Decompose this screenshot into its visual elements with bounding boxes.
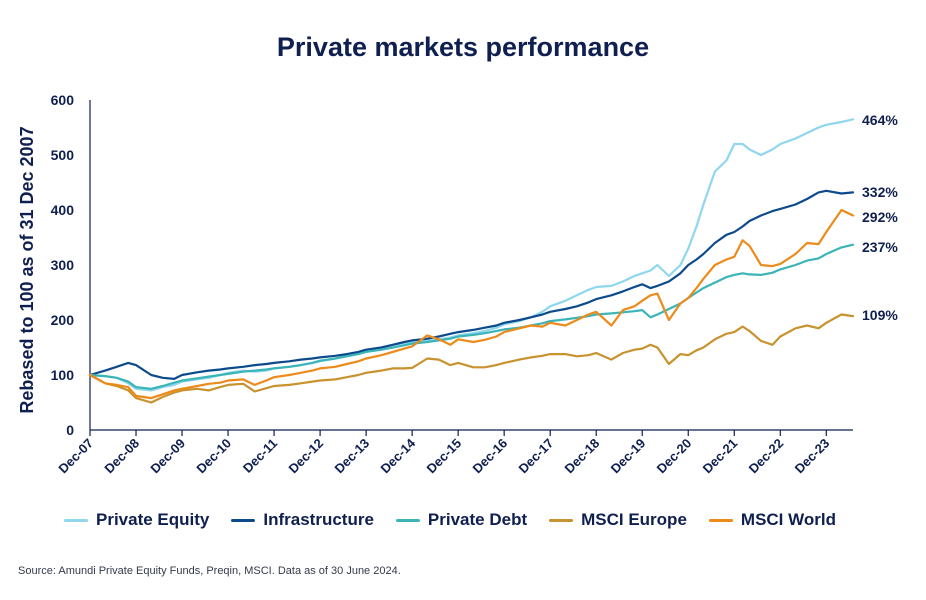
legend-label: Infrastructure [263,510,374,529]
y-axis-ticks: 0 100 200 300 400 500 600 [51,92,853,438]
series-line-msci-europe [88,313,855,404]
end-label-msci-europe: 109% [862,307,898,323]
x-tick-label: Dec-13 [331,436,372,477]
legend-item-private-equity: Private Equity [64,510,209,530]
legend-item-msci-europe: MSCI Europe [549,510,687,530]
legend-item-infrastructure: Infrastructure [231,510,374,530]
legend-swatch [64,518,88,522]
x-axis-ticks: Dec-07 Dec-08 Dec-09 Dec-10 Dec-11 Dec-12 Dec-… [55,430,832,476]
legend-label: Private Debt [427,510,528,529]
legend-swatch [395,518,420,522]
x-tick-label: Dec-15 [424,436,465,477]
x-tick-label: Dec-10 [193,436,234,477]
x-tick-label: Dec-11 [240,436,280,476]
y-tick-label: 500 [51,147,75,163]
y-tick-label: 400 [51,202,75,218]
x-tick-label: Dec-12 [285,436,326,477]
y-tick-label: 0 [66,422,74,438]
y-tick-label: 200 [51,312,75,328]
x-tick-label: Dec-20 [654,436,695,477]
x-tick-label: Dec-14 [377,435,418,476]
legend-label: MSCI World [740,510,836,529]
y-tick-label: 100 [51,367,75,383]
legend-item-msci-world: MSCI World [708,510,836,530]
x-tick-label: Dec-18 [562,436,603,477]
x-tick-label: Dec-08 [101,436,142,477]
legend-item-private-debt: Private Debt [395,510,528,530]
legend-swatch [231,518,256,522]
series-line-infrastructure [88,189,855,380]
end-label-infrastructure: 332% [862,184,898,200]
series-line-private-debt [88,243,855,390]
x-tick-label: Dec-17 [516,436,557,477]
x-tick-label: Dec-23 [792,436,833,477]
end-label-msci-world: 292% [862,209,898,225]
series-line-msci-world [88,208,855,400]
y-tick-label: 300 [51,257,75,273]
legend: Private Equity Infrastructure Private Debt… [64,510,836,530]
x-tick-label: Dec-09 [147,436,188,477]
legend-label: Private Equity [96,510,210,529]
legend-swatch [549,518,574,522]
x-tick-label: Dec-22 [746,436,787,477]
x-tick-label: Dec-07 [55,436,96,477]
chart-title: Private markets performance [276,32,650,62]
x-tick-label: Dec-19 [608,436,649,477]
series-line-private-equity [88,118,855,392]
legend-swatch [708,518,733,522]
end-value-labels: 464% 332% 237% 109% 292% [862,112,898,323]
legend-label: MSCI Europe [581,510,687,529]
y-axis-title: Rebased to 100 as of 31 Dec 2007 [17,126,37,413]
end-label-private-equity: 464% [862,112,898,128]
end-label-private-debt: 237% [862,239,898,255]
source-note: Source: Amundi Private Equity Funds, Pre… [18,565,401,577]
y-tick-label: 600 [51,92,75,108]
series-lines [88,118,855,404]
x-tick-label: Dec-21 [700,436,741,477]
x-tick-label: Dec-16 [470,436,511,477]
